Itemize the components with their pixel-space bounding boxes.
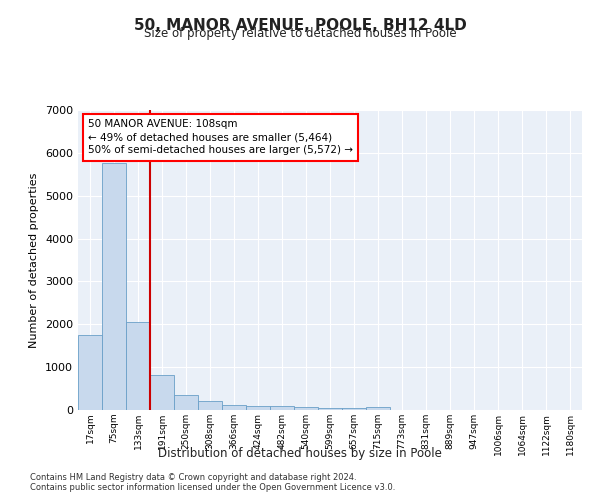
Text: 50 MANOR AVENUE: 108sqm
← 49% of detached houses are smaller (5,464)
50% of semi: 50 MANOR AVENUE: 108sqm ← 49% of detache… <box>88 119 353 156</box>
Bar <box>198 402 222 410</box>
Bar <box>78 334 102 410</box>
Bar <box>246 406 270 410</box>
Bar <box>270 406 294 410</box>
Bar <box>222 405 246 410</box>
Text: 50, MANOR AVENUE, POOLE, BH12 4LD: 50, MANOR AVENUE, POOLE, BH12 4LD <box>134 18 466 32</box>
Text: Size of property relative to detached houses in Poole: Size of property relative to detached ho… <box>143 28 457 40</box>
Bar <box>294 407 318 410</box>
Bar <box>150 375 174 410</box>
Bar <box>318 408 342 410</box>
Bar <box>174 394 198 410</box>
Bar <box>126 322 150 410</box>
Bar <box>342 408 366 410</box>
Text: Contains public sector information licensed under the Open Government Licence v3: Contains public sector information licen… <box>30 482 395 492</box>
Y-axis label: Number of detached properties: Number of detached properties <box>29 172 40 348</box>
Text: Contains HM Land Registry data © Crown copyright and database right 2024.: Contains HM Land Registry data © Crown c… <box>30 472 356 482</box>
Bar <box>366 407 390 410</box>
Text: Distribution of detached houses by size in Poole: Distribution of detached houses by size … <box>158 448 442 460</box>
Bar <box>102 163 126 410</box>
